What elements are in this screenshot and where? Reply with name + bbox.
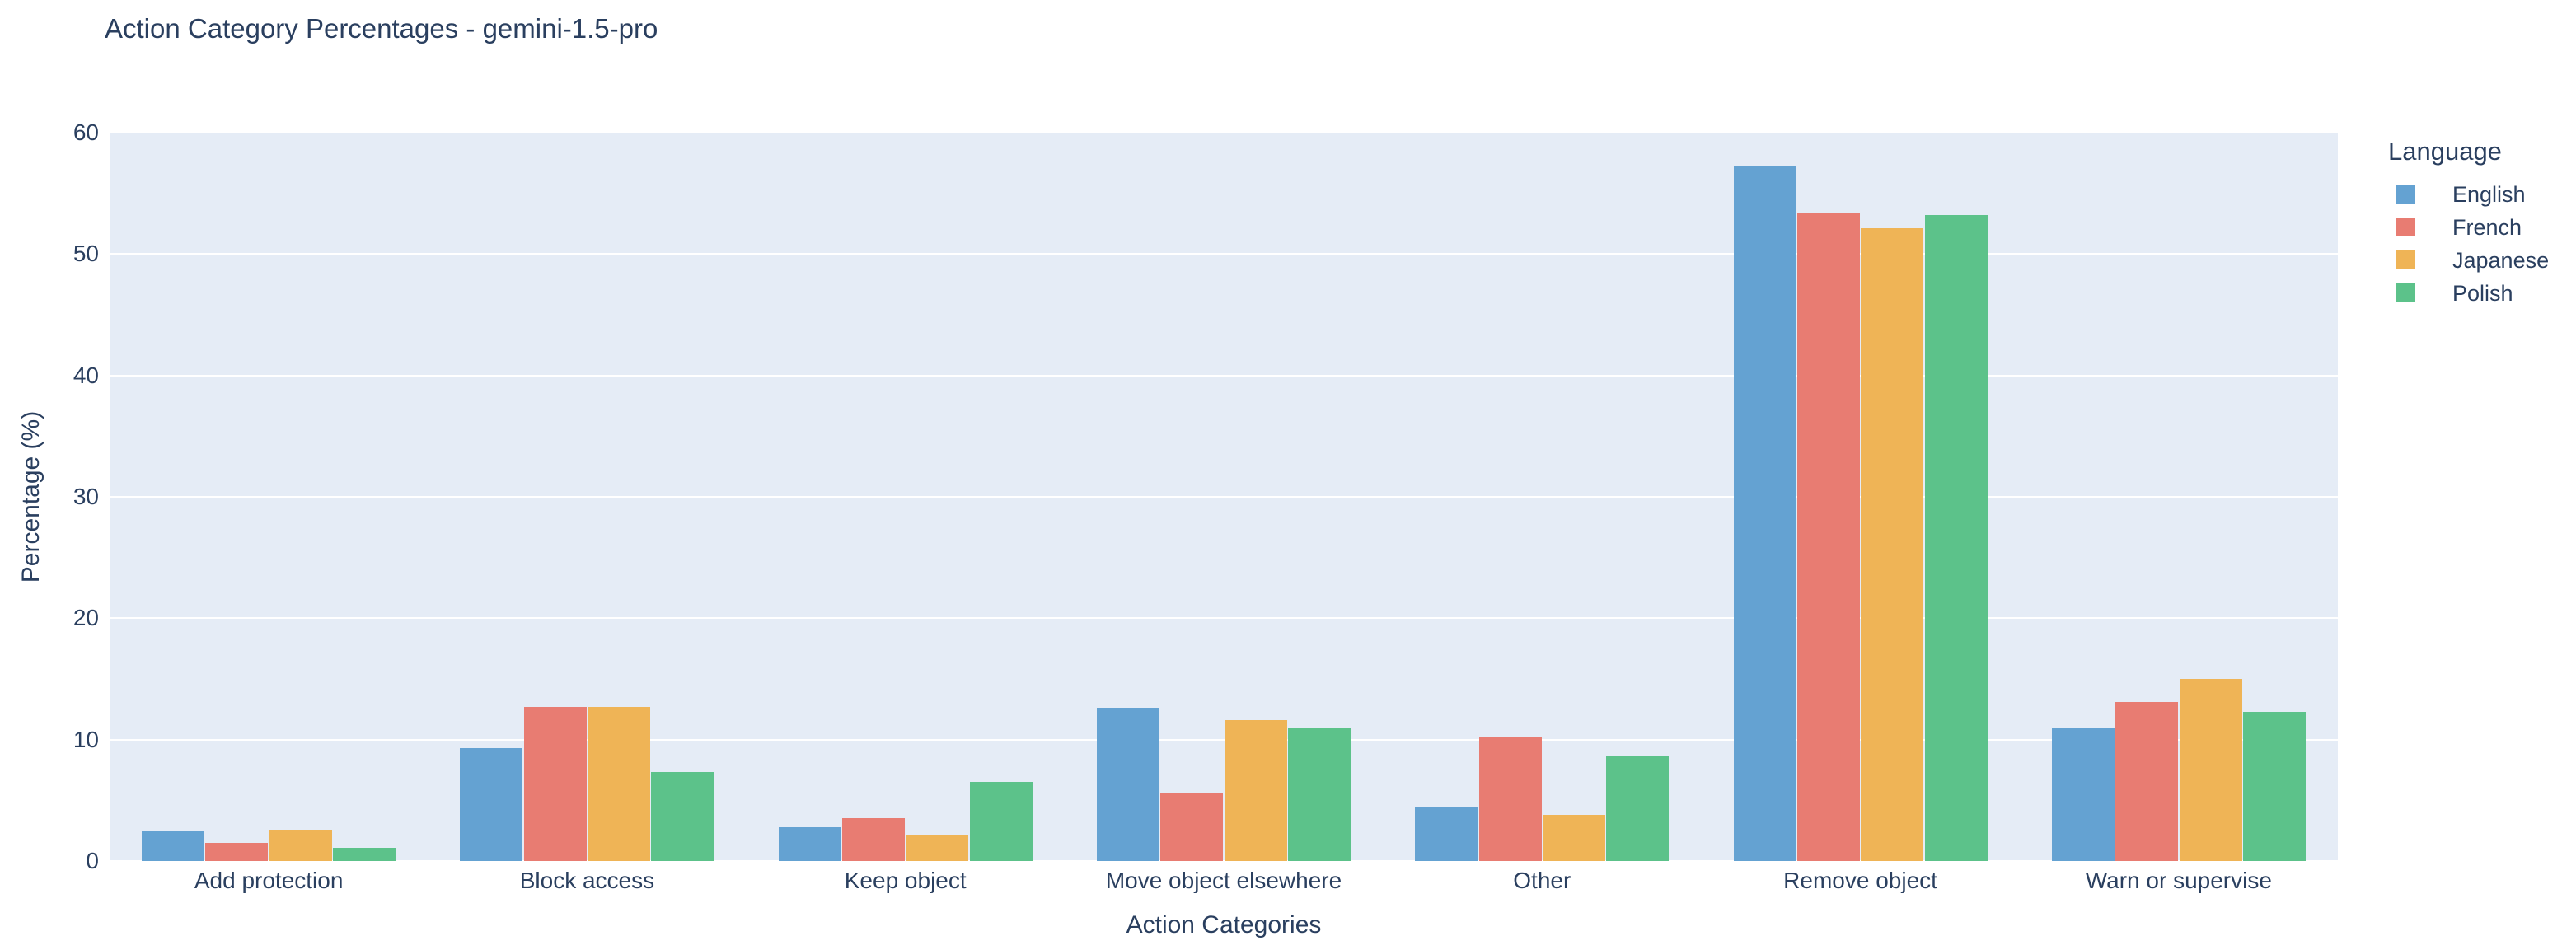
bar-japanese-move-object-elsewhere[interactable] [1224, 720, 1287, 861]
legend-item-english[interactable]: English [2388, 178, 2569, 211]
gridline-y-20 [110, 617, 2338, 620]
y-tick-label: 0 [86, 848, 99, 873]
legend-item-french[interactable]: French [2388, 211, 2569, 244]
bar-japanese-warn-or-supervise[interactable] [2179, 679, 2242, 861]
bar-french-other[interactable] [1478, 737, 1542, 861]
legend-item-label: Polish [2452, 281, 2513, 306]
gridline-y-10 [110, 738, 2338, 741]
bar-english-block-access[interactable] [460, 747, 523, 861]
bar-japanese-add-protection[interactable] [269, 829, 332, 861]
x-tick-label: Remove object [1783, 868, 1937, 893]
bar-polish-warn-or-supervise[interactable] [2242, 711, 2306, 861]
bar-english-keep-object[interactable] [778, 826, 841, 861]
y-tick-label: 20 [73, 605, 99, 631]
legend-item-label: French [2452, 215, 2522, 240]
gridline-y-60 [110, 132, 2338, 133]
bar-japanese-keep-object[interactable] [906, 835, 969, 861]
legend-item-japanese[interactable]: Japanese [2388, 244, 2569, 277]
legend-swatch-icon [2396, 185, 2415, 204]
bar-english-remove-object[interactable] [1733, 165, 1796, 861]
chart-title: Action Category Percentages - gemini-1.5… [105, 13, 658, 44]
bar-french-warn-or-supervise[interactable] [2115, 701, 2179, 861]
x-tick-label: Keep object [844, 868, 967, 893]
bar-french-add-protection[interactable] [205, 842, 269, 861]
bar-english-warn-or-supervise[interactable] [2051, 727, 2115, 861]
y-tick-label: 30 [73, 484, 99, 509]
legend-item-label: English [2452, 182, 2526, 207]
legend-swatch-icon [2396, 218, 2415, 236]
bar-french-move-object-elsewhere[interactable] [1160, 793, 1224, 861]
x-tick-label: Block access [519, 868, 655, 893]
bar-polish-move-object-elsewhere[interactable] [1287, 728, 1351, 861]
x-tick-label: Move object elsewhere [1105, 868, 1342, 893]
legend: Language English French Japanese Polish [2388, 137, 2569, 310]
legend-swatch-icon [2396, 250, 2415, 269]
gridline-y-0 [110, 860, 2338, 862]
bar-polish-keep-object[interactable] [969, 782, 1033, 861]
bar-polish-remove-object[interactable] [1924, 215, 1988, 861]
bar-japanese-block-access[interactable] [588, 706, 651, 861]
bar-polish-block-access[interactable] [651, 772, 714, 861]
x-tick-label: Warn or supervise [2085, 868, 2272, 893]
gridline-y-40 [110, 374, 2338, 377]
gridline-y-30 [110, 496, 2338, 498]
y-tick-label: 50 [73, 241, 99, 267]
bar-french-keep-object[interactable] [842, 818, 906, 861]
y-tick-label: 60 [73, 119, 99, 145]
legend-item-polish[interactable]: Polish [2388, 277, 2569, 310]
legend-item-label: Japanese [2452, 248, 2550, 273]
bar-french-block-access[interactable] [523, 706, 587, 861]
legend-swatch-icon [2396, 283, 2415, 302]
x-axis-title: Action Categories [1126, 911, 1322, 938]
x-tick-label: Other [1513, 868, 1571, 893]
y-tick-label: 10 [73, 726, 99, 752]
y-tick-label: 40 [73, 362, 99, 388]
bar-english-other[interactable] [1415, 807, 1478, 861]
bar-english-add-protection[interactable] [142, 831, 205, 861]
bar-polish-add-protection[interactable] [333, 847, 396, 861]
bar-english-move-object-elsewhere[interactable] [1097, 708, 1160, 861]
legend-title: Language [2388, 137, 2502, 166]
x-tick-label: Add protection [194, 868, 344, 893]
legend-items: English French Japanese Polish [2388, 178, 2569, 310]
bar-japanese-other[interactable] [1542, 815, 1605, 861]
gridline-y-50 [110, 253, 2338, 255]
bar-polish-other[interactable] [1606, 756, 1670, 861]
bar-french-remove-object[interactable] [1796, 213, 1860, 861]
bar-japanese-remove-object[interactable] [1861, 228, 1924, 861]
